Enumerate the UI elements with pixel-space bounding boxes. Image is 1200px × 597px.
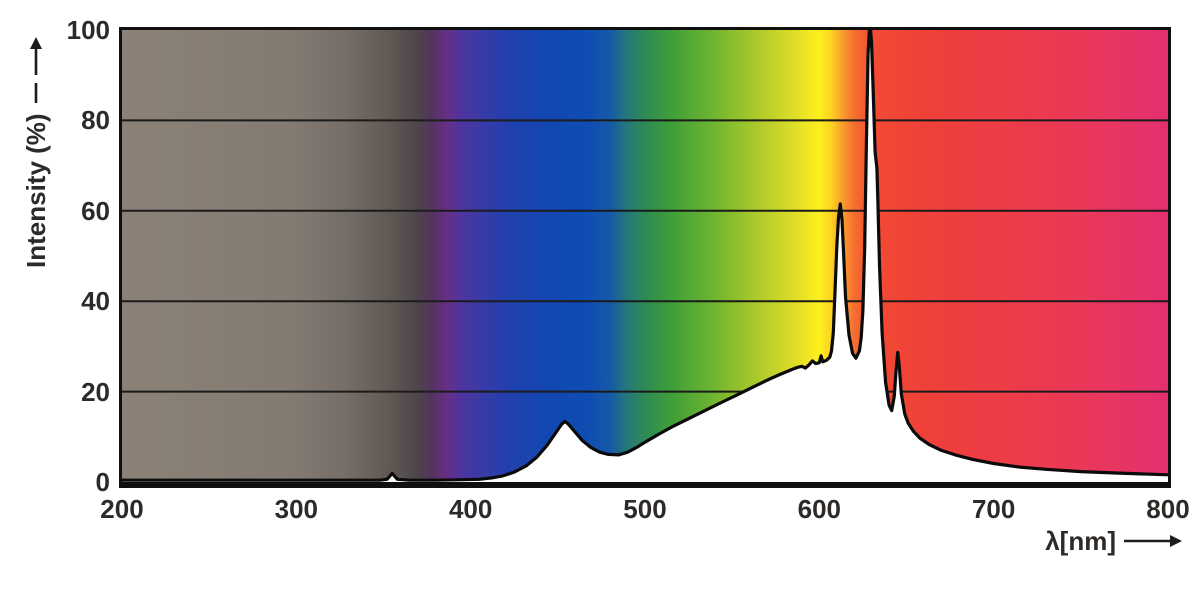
- x-tick-label: 200: [100, 494, 144, 524]
- curve-layer: [122, 30, 1168, 482]
- x-axis-label: λ[nm]: [1045, 525, 1116, 556]
- y-tick-label: 40: [81, 286, 110, 317]
- spectrum-curve: [122, 30, 1168, 482]
- x-tick-label: 700: [971, 494, 1016, 524]
- x-tick-label: 600: [797, 494, 842, 524]
- x-tick-labels: 200 300 400 500 600 700 800: [0, 494, 1200, 526]
- y-axis-label: Intensity (%): [20, 113, 51, 268]
- y-tick-label: 80: [81, 105, 110, 136]
- x-axis-title: λ[nm]: [0, 524, 1182, 558]
- x-tick-label: 800: [1146, 494, 1190, 524]
- y-tick-label: 0: [95, 467, 110, 497]
- x-tick-label: 400: [448, 494, 493, 524]
- y-tick-label: 60: [81, 195, 110, 226]
- plot-area: [122, 30, 1168, 482]
- y-tick-label: 100: [66, 15, 110, 45]
- y-tick-label: 20: [81, 376, 110, 407]
- x-tick-label: 300: [274, 494, 319, 524]
- up-arrow-icon: [30, 37, 42, 104]
- y-tick-labels: 0 20 40 60 80 100: [0, 0, 110, 597]
- right-arrow-icon: [1124, 535, 1182, 547]
- under-curve-area: [122, 30, 1168, 482]
- plot-frame: [119, 27, 1171, 488]
- y-axis-title: Intensity (%): [18, 24, 54, 268]
- x-tick-label: 500: [623, 494, 667, 524]
